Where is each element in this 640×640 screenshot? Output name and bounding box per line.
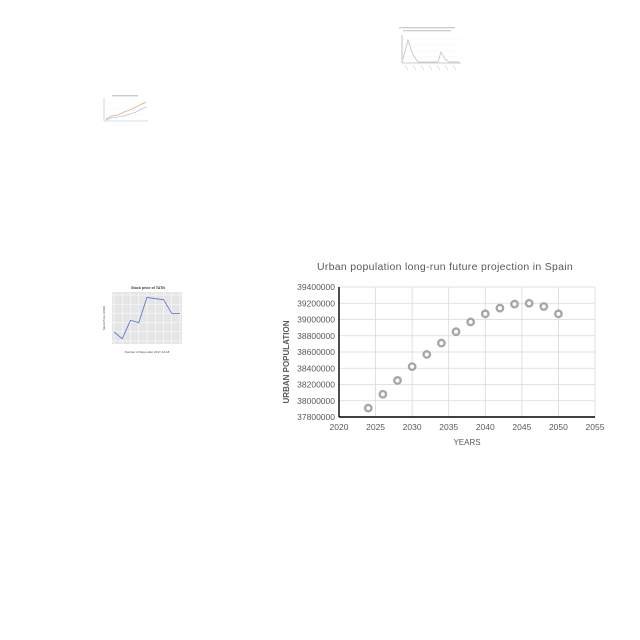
thumb-title-text-2: [403, 30, 451, 32]
x-tick-label: 2035: [439, 422, 458, 432]
thumbnail-chart-left: [98, 94, 152, 126]
data-point: [510, 299, 519, 309]
data-point: [363, 403, 373, 413]
x-tick-label: 2045: [512, 422, 531, 432]
data-points: [363, 298, 563, 413]
thumbnail-chart-right: [393, 25, 465, 75]
x-axis-label: YEARS: [453, 438, 480, 447]
x-tick-labels: 2020 2025 2030 2035 2040 2045 2050 2055: [330, 422, 605, 432]
data-point: [422, 350, 432, 359]
data-point: [436, 338, 446, 348]
y-tick-label: 38800000: [297, 331, 335, 341]
data-point: [495, 303, 505, 313]
main-scatter-chart: Urban population long-run future project…: [282, 261, 605, 447]
thumb-gridlines: [104, 102, 148, 116]
x-tick-label: 2055: [586, 422, 605, 432]
main-axes: [338, 287, 595, 418]
y-axis-label: URBAN POPULATION: [282, 320, 291, 403]
y-tick-label: 39200000: [297, 298, 335, 308]
stock-xlabel: Number of Days after 2017-10-18: [125, 350, 170, 354]
chart-title: Urban population long-run future project…: [317, 261, 573, 273]
main-gridlines: [339, 286, 596, 417]
stock-series-line: [113, 296, 180, 340]
data-point: [524, 298, 534, 308]
data-point: [554, 309, 563, 319]
stock-gridlines: [112, 292, 182, 344]
x-tick-label: 2025: [366, 422, 385, 432]
stock-chart-title: Stock price of TATN: [131, 286, 165, 290]
y-tick-label: 38200000: [297, 380, 335, 390]
y-tick-label: 38000000: [297, 396, 335, 406]
data-point: [393, 376, 402, 385]
y-tick-label: 39400000: [297, 282, 335, 292]
y-tick-label: 38400000: [297, 363, 335, 373]
y-tick-label: 39000000: [297, 315, 335, 325]
stock-ylabel: Stock Price (USD): [102, 306, 106, 330]
data-point: [451, 327, 461, 337]
stock-price-chart: Stock price of TATN Stock Price (USD) Nu…: [100, 283, 186, 357]
x-tick-label: 2040: [476, 422, 495, 432]
thumb-series-line-2: [105, 106, 147, 121]
y-tick-label: 37800000: [297, 412, 335, 422]
x-tick-label: 2020: [330, 422, 349, 432]
thumb-series-line: [402, 38, 459, 63]
y-tick-labels: 37800000 38000000 38200000 38400000 38600000…: [297, 282, 335, 422]
data-point: [480, 309, 490, 319]
data-point: [407, 362, 417, 372]
data-point: [539, 302, 549, 311]
thumb-tick-labels: [404, 64, 457, 71]
data-point: [466, 317, 476, 327]
x-tick-label: 2050: [549, 422, 568, 432]
thumb-title-text: [399, 27, 455, 29]
y-tick-label: 38600000: [297, 347, 335, 357]
thumb-title-text: [112, 95, 138, 97]
thumb-series-line: [105, 101, 147, 120]
data-point: [378, 389, 388, 399]
x-tick-label: 2030: [403, 422, 422, 432]
